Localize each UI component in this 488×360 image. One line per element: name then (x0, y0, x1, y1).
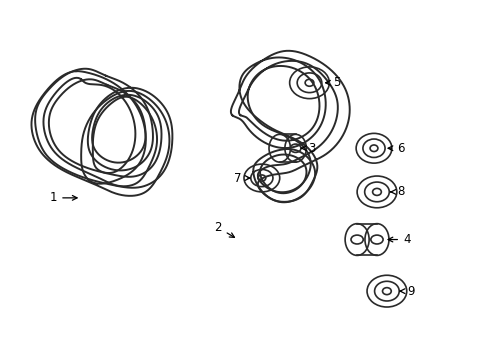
Text: 1: 1 (50, 192, 77, 204)
Text: 2: 2 (214, 221, 234, 237)
Text: 6: 6 (387, 142, 404, 155)
Text: 7: 7 (234, 171, 249, 185)
Text: 4: 4 (387, 233, 409, 246)
Text: 3: 3 (301, 142, 315, 155)
Text: 9: 9 (399, 285, 414, 298)
Text: 8: 8 (390, 185, 404, 198)
Text: 5: 5 (325, 76, 340, 89)
